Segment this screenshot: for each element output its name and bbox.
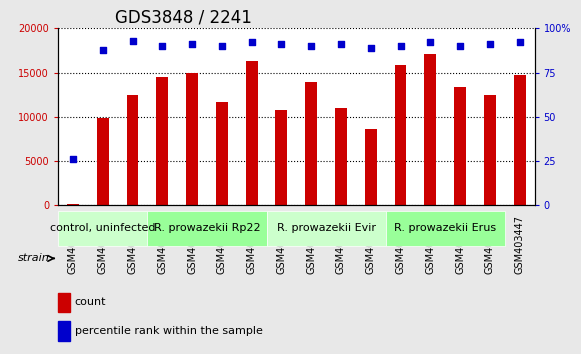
Point <box>307 43 316 49</box>
Point <box>485 41 494 47</box>
Point <box>217 43 227 49</box>
Bar <box>424 54 436 205</box>
Bar <box>97 118 109 205</box>
Point <box>128 38 137 44</box>
Bar <box>484 95 496 205</box>
Point <box>69 156 78 162</box>
Point <box>157 43 167 49</box>
Bar <box>156 77 168 205</box>
Point <box>277 41 286 47</box>
Point <box>515 40 524 45</box>
Point <box>188 41 197 47</box>
Bar <box>365 129 376 205</box>
Point <box>336 41 346 47</box>
Point <box>247 40 256 45</box>
Text: GDS3848 / 2241: GDS3848 / 2241 <box>115 9 252 27</box>
Bar <box>246 61 257 205</box>
Bar <box>514 75 526 205</box>
Bar <box>127 95 138 205</box>
Bar <box>58 293 70 312</box>
Bar <box>67 204 79 205</box>
Text: R. prowazekii Erus: R. prowazekii Erus <box>394 223 496 233</box>
Bar <box>216 102 228 205</box>
Point <box>396 43 405 49</box>
Text: percentile rank within the sample: percentile rank within the sample <box>75 326 263 336</box>
Bar <box>186 73 198 205</box>
Bar <box>275 110 288 205</box>
Bar <box>335 108 347 205</box>
Text: control, uninfected: control, uninfected <box>50 223 156 233</box>
Point <box>426 40 435 45</box>
Point <box>456 43 465 49</box>
Text: count: count <box>75 297 106 307</box>
FancyBboxPatch shape <box>267 211 386 246</box>
Text: strain: strain <box>17 253 49 263</box>
FancyBboxPatch shape <box>148 211 267 246</box>
FancyBboxPatch shape <box>386 211 505 246</box>
Point <box>98 47 107 52</box>
Bar <box>58 321 70 341</box>
Bar <box>454 87 466 205</box>
Bar <box>394 65 407 205</box>
Text: R. prowazekii Rp22: R. prowazekii Rp22 <box>153 223 260 233</box>
Text: R. prowazekii Evir: R. prowazekii Evir <box>277 223 375 233</box>
FancyBboxPatch shape <box>58 211 148 246</box>
Bar <box>305 82 317 205</box>
Point <box>366 45 375 51</box>
